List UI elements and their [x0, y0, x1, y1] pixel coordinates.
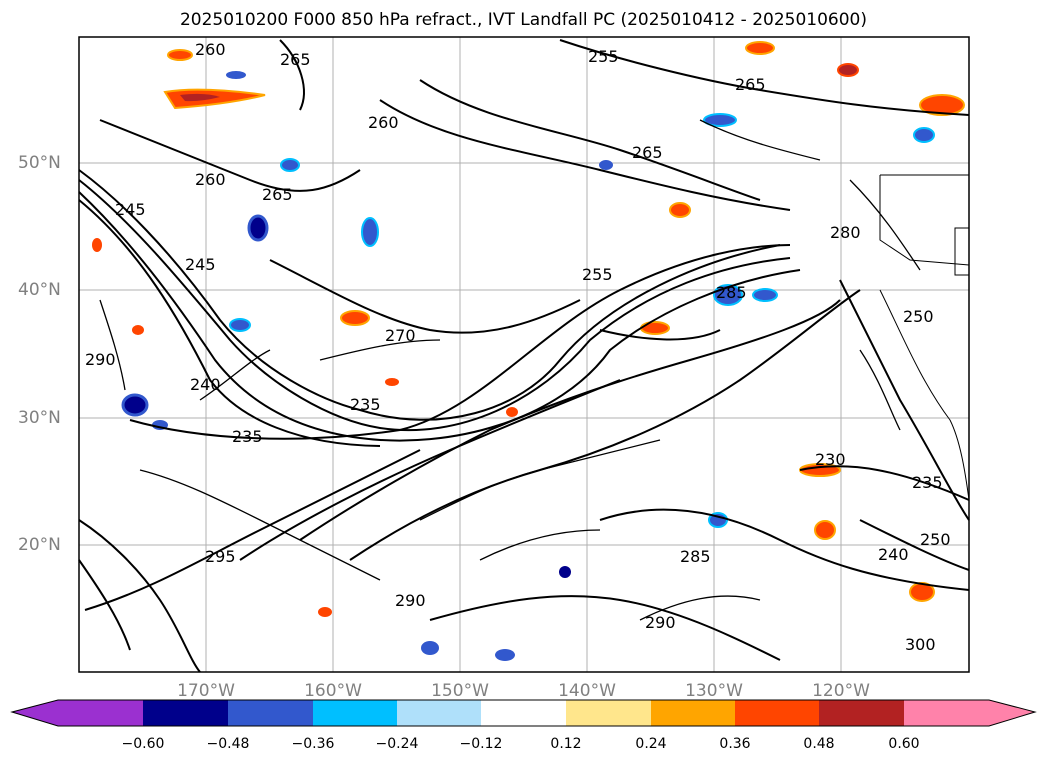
- refractivity-contours: [78, 39, 970, 673]
- refractivity-contours-thin: [99, 119, 921, 621]
- colorbar-tick-label: −0.36: [291, 736, 335, 752]
- contour-label: 235: [232, 427, 263, 446]
- contour-label: 240: [190, 375, 221, 394]
- shaded-anomaly-patches: [92, 41, 965, 661]
- colorbar-tick-label: −0.48: [206, 736, 250, 752]
- coastline-borders: [879, 174, 970, 501]
- lon-label-170w: 170°W: [177, 681, 235, 701]
- colorbar-extend-min: [12, 700, 58, 726]
- contour-label: 245: [115, 200, 146, 219]
- colorbar-segment: [735, 700, 819, 726]
- contour-label: 230: [815, 450, 846, 469]
- colorbar-segment: [228, 700, 313, 726]
- colorbar-outline: [10, 699, 1037, 727]
- contour-label: 270: [385, 326, 416, 345]
- contour-label: 235: [912, 473, 943, 492]
- lat-label-50n: 50°N: [18, 153, 61, 173]
- contour-label: 245: [185, 255, 216, 274]
- contour-label: 290: [645, 613, 676, 632]
- contour-label: 255: [582, 265, 613, 284]
- colorbar-segment: [819, 700, 904, 726]
- map-title: 2025010200 F000 850 hPa refract., IVT La…: [179, 10, 867, 30]
- colorbar-tick-label: −0.24: [375, 736, 419, 752]
- map-frame: [78, 36, 970, 673]
- contour-label: 290: [85, 350, 116, 369]
- colorbar-tick-label: 0.24: [635, 736, 667, 752]
- colorbar-segment: [397, 700, 481, 726]
- contour-label: 265: [280, 50, 311, 69]
- contour-label: 285: [680, 547, 711, 566]
- contour-label: 290: [395, 591, 426, 610]
- colorbar-tick-label: 0.48: [803, 736, 835, 752]
- colorbar-segment: [58, 700, 143, 726]
- lon-label-120w: 120°W: [812, 681, 870, 701]
- contour-label: 285: [716, 283, 747, 302]
- contour-labels: 260 265 255 265 265 260 265 260 245 245 …: [85, 40, 951, 654]
- map-frame-bg: [79, 37, 969, 672]
- contour-label: 260: [195, 40, 226, 59]
- colorbar-tick-label: 0.36: [719, 736, 751, 752]
- colorbar-segment: [481, 700, 566, 726]
- contour-label: 235: [350, 395, 381, 414]
- colorbar-segment: [143, 700, 228, 726]
- contour-label: 295: [205, 547, 236, 566]
- colorbar-tick-label: 0.12: [550, 736, 582, 752]
- contour-label: 265: [632, 143, 663, 162]
- lat-label-20n: 20°N: [18, 535, 61, 555]
- colorbar-tick-label: −0.12: [459, 736, 503, 752]
- contour-label: 265: [735, 75, 766, 94]
- colorbar-segment: [651, 700, 735, 726]
- contour-label: 260: [368, 113, 399, 132]
- lon-label-150w: 150°W: [431, 681, 489, 701]
- gridlines: [79, 37, 969, 672]
- contour-label: 280: [830, 223, 861, 242]
- colorbar-tick-label: 0.60: [888, 736, 920, 752]
- contour-label: 260: [195, 170, 226, 189]
- colorbar-tick-label: −0.60: [121, 736, 165, 752]
- contour-label: 250: [920, 530, 951, 549]
- contour-label: 250: [903, 307, 934, 326]
- lon-label-130w: 130°W: [685, 681, 743, 701]
- colorbar-extend-max: [989, 700, 1035, 726]
- contour-label: 240: [878, 545, 909, 564]
- colorbar: [10, 699, 1037, 727]
- lat-label-40n: 40°N: [18, 280, 61, 300]
- colorbar-segment: [904, 700, 989, 726]
- lon-label-160w: 160°W: [304, 681, 362, 701]
- contour-label: 255: [588, 47, 619, 66]
- contour-label: 265: [262, 185, 293, 204]
- lat-label-30n: 30°N: [18, 408, 61, 428]
- colorbar-segment: [566, 700, 651, 726]
- colorbar-segment: [313, 700, 397, 726]
- lon-label-140w: 140°W: [558, 681, 616, 701]
- contour-label: 300: [905, 635, 936, 654]
